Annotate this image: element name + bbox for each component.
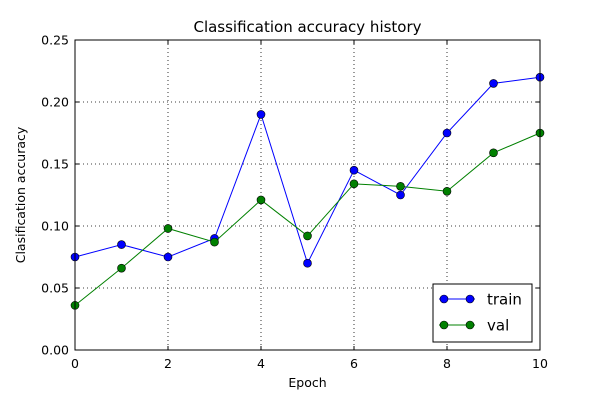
data-point-train (303, 258, 312, 268)
data-point-train (117, 240, 126, 249)
x-tick-label: 10 (532, 356, 548, 371)
data-point-val (210, 237, 219, 247)
legend-marker (439, 320, 449, 330)
legend-label: train (487, 291, 522, 309)
x-axis-label: Epoch (288, 375, 326, 390)
x-tick-label: 6 (350, 356, 358, 371)
grid (75, 40, 540, 350)
data-point-val (396, 182, 405, 191)
data-point-train (349, 165, 359, 175)
series-line-val (74, 132, 541, 306)
plot-frame (74, 39, 541, 351)
legend-item-train: train (439, 291, 522, 309)
chart-title: Classification accuracy history (193, 18, 421, 36)
legend-item-val: val (439, 317, 509, 335)
legend-marker (465, 294, 475, 304)
y-axis-label: Clasification accuracy (13, 126, 28, 263)
data-point-train (442, 128, 452, 138)
data-point-train (396, 190, 405, 200)
series-layer (70, 72, 545, 310)
data-point-val (303, 231, 312, 241)
data-point-train (163, 252, 173, 262)
data-point-val (442, 186, 452, 196)
data-point-train (489, 79, 498, 88)
y-tick-label: 0.05 (41, 281, 69, 296)
x-tick-label: 0 (71, 356, 79, 371)
x-tick-label: 8 (443, 356, 451, 371)
legend-box (432, 283, 533, 343)
legend-marker (465, 320, 475, 330)
legend-marker (439, 294, 449, 304)
legend-label: val (487, 317, 509, 335)
y-tick-label: 0.25 (41, 33, 69, 48)
data-point-train (256, 110, 266, 119)
y-tick-label: 0.15 (41, 157, 69, 172)
y-tick-label: 0.10 (41, 219, 69, 234)
data-point-val (117, 263, 126, 273)
x-tick-label: 4 (257, 356, 265, 371)
data-point-val (256, 195, 266, 205)
ticks: 0 2 4 6 8 10 0.00 0.05 0.10 0.15 0.20 0.25 (41, 33, 548, 372)
data-point-val (489, 148, 498, 158)
series-val (70, 128, 545, 310)
y-tick-label: 0.20 (41, 95, 69, 110)
y-tick-label: 0.00 (41, 343, 69, 358)
legend: train val (432, 283, 533, 343)
x-tick-label: 2 (164, 356, 172, 371)
data-point-val (349, 179, 359, 189)
data-point-val (163, 224, 173, 233)
